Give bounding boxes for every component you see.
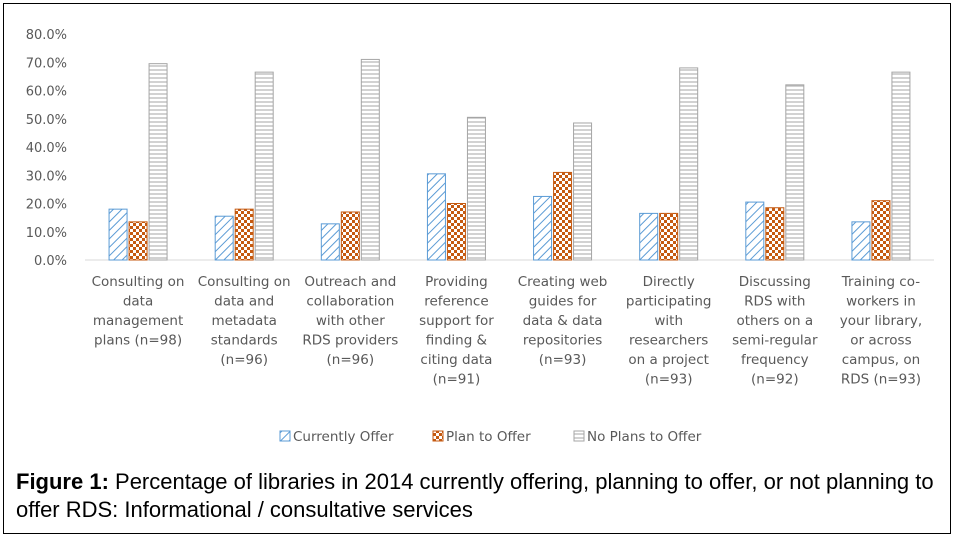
category-label: Creating web: [518, 274, 608, 290]
category-label: Consulting on: [198, 274, 291, 290]
category-label: Directly: [643, 274, 695, 290]
category-label: finding &: [426, 333, 488, 349]
category-label: semi-regular: [732, 333, 818, 349]
bar-plan-to-offer: [554, 172, 572, 260]
category-label: data and: [214, 294, 274, 310]
bar-currently-offer: [852, 222, 870, 260]
category-label: RDS (n=93): [841, 372, 921, 388]
bar-plan-to-offer: [872, 201, 890, 260]
category-label: others on a: [736, 313, 813, 329]
category-label: with other: [316, 313, 385, 329]
bar-no-plans-to-offer: [255, 72, 273, 260]
y-tick-label: 80.0%: [26, 28, 67, 43]
legend-label: Plan to Offer: [446, 429, 531, 445]
bar-no-plans-to-offer: [786, 85, 804, 260]
bar-currently-offer: [640, 213, 658, 260]
legend-label: Currently Offer: [293, 429, 394, 445]
bar-no-plans-to-offer: [574, 123, 592, 260]
category-label: metadata: [211, 313, 276, 329]
category-label: data: [123, 294, 153, 310]
category-label: repositories: [523, 333, 602, 349]
caption-text: Percentage of libraries in 2014 currentl…: [16, 469, 934, 522]
bars-group: [109, 59, 910, 260]
category-label: with: [654, 313, 683, 329]
y-tick-label: 60.0%: [26, 85, 67, 100]
bar-currently-offer: [427, 174, 445, 260]
figure-caption: Figure 1: Percentage of libraries in 201…: [16, 468, 946, 524]
y-tick-label: 40.0%: [26, 141, 67, 156]
category-label: your library,: [840, 313, 922, 329]
bar-plan-to-offer: [341, 212, 359, 260]
category-label: researchers: [629, 333, 708, 349]
bar-chart: 0.0% 10.0% 20.0% 30.0% 40.0% 50.0% 60.0% 70.0% 8…: [4, 4, 950, 464]
category-label: or across: [850, 333, 911, 349]
bar-plan-to-offer: [447, 204, 465, 261]
category-label: support for: [419, 313, 494, 329]
category-label: data & data: [523, 313, 603, 329]
bar-no-plans-to-offer: [892, 72, 910, 260]
category-label: Outreach and: [304, 274, 396, 290]
category-label: (n=91): [433, 372, 481, 388]
category-label: management: [93, 313, 183, 329]
figure-frame: 0.0% 10.0% 20.0% 30.0% 40.0% 50.0% 60.0% 70.0% 8…: [3, 3, 951, 534]
category-label: workers in: [846, 294, 916, 310]
category-label: (n=93): [539, 352, 587, 368]
legend-swatch: [433, 431, 443, 441]
bar-no-plans-to-offer: [149, 64, 167, 260]
category-label: Consulting on: [92, 274, 185, 290]
category-label: RDS with: [744, 294, 805, 310]
bar-plan-to-offer: [129, 222, 147, 260]
legend-label: No Plans to Offer: [587, 429, 702, 445]
category-label: standards: [211, 333, 278, 349]
bar-currently-offer: [215, 216, 233, 260]
category-label: RDS providers: [302, 333, 398, 349]
bar-currently-offer: [534, 196, 552, 260]
bar-plan-to-offer: [660, 213, 678, 260]
category-label: citing data: [420, 352, 492, 368]
category-label: Providing: [425, 274, 488, 290]
category-label: campus, on: [842, 352, 920, 368]
bar-no-plans-to-offer: [361, 59, 379, 260]
y-tick-label: 30.0%: [26, 169, 67, 184]
category-label: plans (n=98): [94, 333, 182, 349]
category-label: Discussing: [739, 274, 811, 290]
bar-plan-to-offer: [766, 208, 784, 260]
category-label: on a project: [628, 352, 709, 368]
x-axis-labels: Consulting on data management plans (n=98) C…: [92, 274, 922, 388]
bar-no-plans-to-offer: [467, 117, 485, 260]
category-label: Training co-: [841, 274, 920, 290]
y-tick-label: 10.0%: [26, 226, 67, 241]
y-tick-label: 0.0%: [34, 254, 67, 269]
y-tick-label: 20.0%: [26, 198, 67, 213]
legend: Currently Offer Plan to Offer No Plans to …: [280, 429, 702, 445]
category-label: (n=92): [751, 372, 799, 388]
legend-swatch: [574, 431, 584, 441]
category-label: reference: [424, 294, 488, 310]
category-label: guides for: [529, 294, 597, 310]
category-label: frequency: [741, 352, 809, 368]
category-label: participating: [626, 294, 712, 310]
category-label: collaboration: [306, 294, 394, 310]
caption-label: Figure 1:: [16, 469, 109, 494]
category-label: (n=96): [327, 352, 375, 368]
bar-no-plans-to-offer: [680, 68, 698, 260]
y-tick-label: 70.0%: [26, 56, 67, 71]
bar-currently-offer: [746, 202, 764, 260]
bar-currently-offer: [109, 209, 127, 260]
bar-currently-offer: [321, 224, 339, 260]
category-label: (n=93): [645, 372, 693, 388]
legend-swatch: [280, 431, 290, 441]
category-label: (n=96): [220, 352, 268, 368]
bar-plan-to-offer: [235, 209, 253, 260]
y-tick-label: 50.0%: [26, 113, 67, 128]
